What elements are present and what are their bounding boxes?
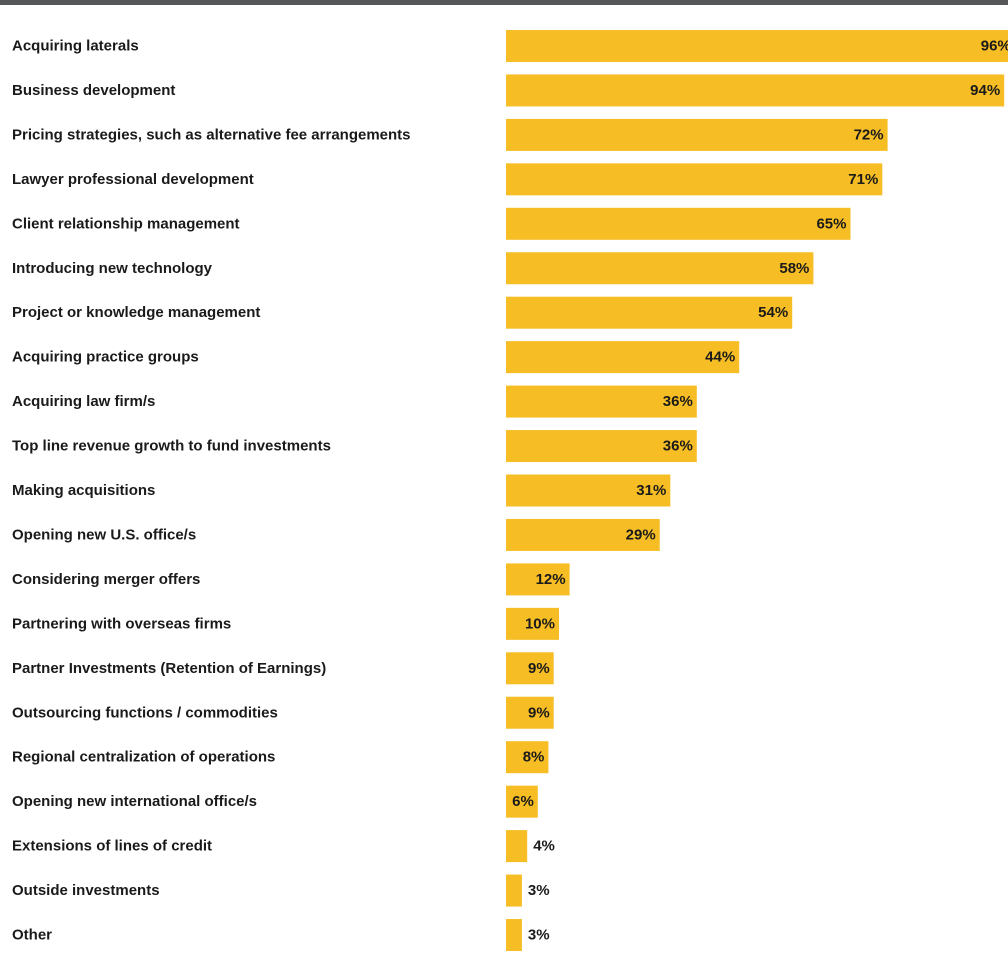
- value-label: 54%: [758, 304, 788, 321]
- top-rule: [0, 0, 1008, 5]
- value-label: 31%: [636, 482, 666, 499]
- category-label: Considering merger offers: [12, 571, 200, 588]
- bar: [506, 385, 697, 418]
- bar: [506, 74, 1005, 107]
- bar: [506, 518, 660, 551]
- category-label: Making acquisitions: [12, 482, 155, 499]
- value-label: 10%: [525, 615, 555, 632]
- category-label: Opening new international office/s: [12, 793, 257, 810]
- value-label: 8%: [523, 749, 545, 766]
- bar: [506, 118, 888, 151]
- value-label: 12%: [536, 571, 566, 588]
- bar: [506, 207, 851, 240]
- value-label: 3%: [528, 882, 550, 899]
- category-label: Outside investments: [12, 882, 160, 899]
- value-label: 4%: [533, 838, 555, 855]
- bar: [506, 563, 570, 596]
- bar: [506, 874, 522, 907]
- value-label: 3%: [528, 927, 550, 944]
- value-label: 94%: [970, 82, 1000, 99]
- value-label: 36%: [663, 393, 693, 410]
- category-label: Partner Investments (Retention of Earnin…: [12, 660, 326, 677]
- category-label: Other: [12, 927, 52, 944]
- value-label: 65%: [816, 215, 846, 232]
- value-label: 9%: [528, 660, 550, 677]
- value-label: 36%: [663, 438, 693, 455]
- bar: [506, 163, 883, 196]
- bar: [506, 696, 554, 729]
- category-label: Opening new U.S. office/s: [12, 526, 196, 543]
- bar: [506, 430, 697, 463]
- value-label: 44%: [705, 349, 735, 366]
- category-label: Acquiring laterals: [12, 38, 139, 55]
- bar: [506, 830, 528, 863]
- category-label: Top line revenue growth to fund investme…: [12, 438, 331, 455]
- bar: [506, 341, 740, 374]
- bar: [506, 607, 559, 640]
- value-label: 58%: [779, 260, 809, 277]
- value-label: 29%: [626, 526, 656, 543]
- bar: [506, 919, 522, 951]
- value-label: 96%: [981, 38, 1008, 55]
- bar: [506, 296, 793, 329]
- bar: [506, 474, 671, 507]
- value-label: 72%: [854, 126, 884, 143]
- category-label: Introducing new technology: [12, 260, 213, 277]
- bar: [506, 785, 538, 818]
- category-label: Client relationship management: [12, 215, 240, 232]
- category-label: Business development: [12, 82, 175, 99]
- category-label: Lawyer professional development: [12, 171, 254, 188]
- bar: [506, 30, 1008, 62]
- category-label: Acquiring practice groups: [12, 349, 199, 366]
- category-label: Partnering with overseas firms: [12, 615, 231, 632]
- bar: [506, 252, 814, 285]
- category-label: Regional centralization of operations: [12, 749, 275, 766]
- category-label: Outsourcing functions / commodities: [12, 704, 278, 721]
- category-label: Acquiring law firm/s: [12, 393, 155, 410]
- value-label: 6%: [512, 793, 534, 810]
- category-label: Extensions of lines of credit: [12, 838, 212, 855]
- value-label: 9%: [528, 704, 550, 721]
- value-label: 71%: [848, 171, 878, 188]
- category-label: Project or knowledge management: [12, 304, 260, 321]
- category-label: Pricing strategies, such as alternative …: [12, 126, 411, 143]
- bar: [506, 652, 554, 685]
- bar: [506, 741, 549, 774]
